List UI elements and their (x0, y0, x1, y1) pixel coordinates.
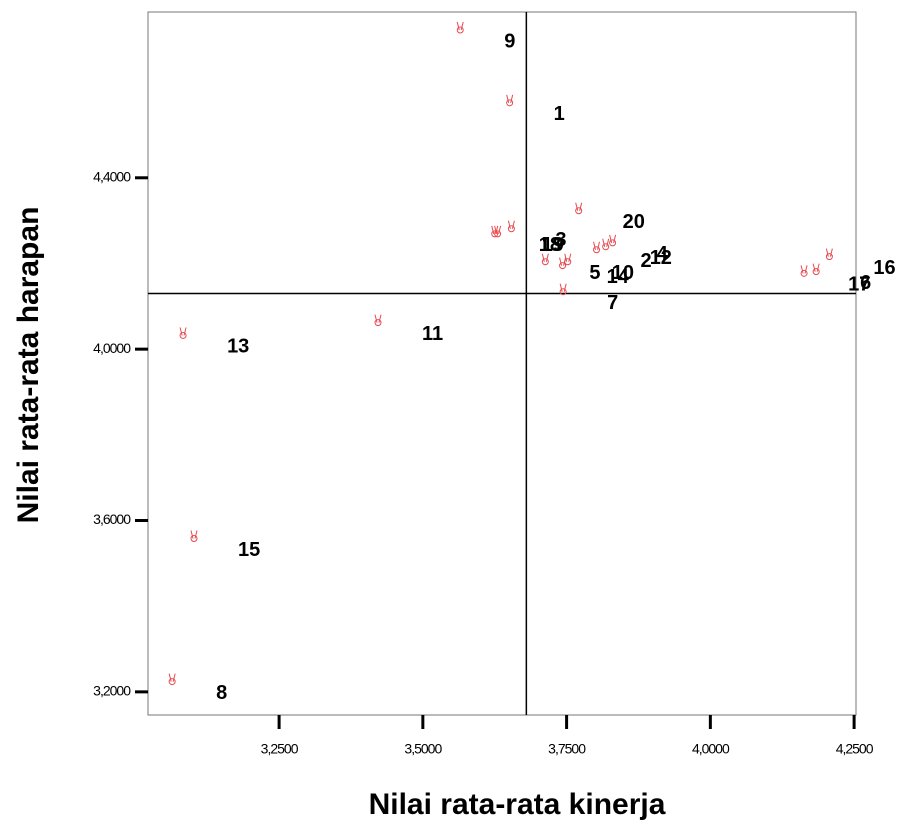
point (594, 242, 600, 253)
point-label: 5 (589, 262, 600, 284)
point (813, 264, 819, 275)
point-label: 9 (504, 30, 515, 52)
x-tick-label: 3,5000 (404, 741, 442, 757)
point-label: 17 (848, 274, 870, 296)
point-label: 11 (422, 323, 443, 345)
point-label: 19 (542, 234, 564, 256)
y-tick-label: 3,2000 (93, 683, 131, 699)
point (576, 203, 582, 214)
point-label: 15 (238, 539, 260, 561)
point (560, 258, 566, 269)
x-tick-label: 4,0000 (692, 741, 730, 757)
x-tick-label: 3,2500 (261, 741, 299, 757)
x-tick-label: 4,2500 (836, 741, 874, 757)
point (375, 315, 381, 326)
point (801, 265, 807, 276)
point (169, 674, 175, 685)
point (507, 95, 513, 106)
point (180, 327, 186, 338)
point-label: 1 (554, 103, 565, 125)
point (610, 235, 616, 246)
point (508, 221, 514, 232)
point-label: 20 (623, 211, 645, 233)
plot-frame (148, 12, 856, 715)
x-tick-label: 3,7500 (548, 741, 586, 757)
point (826, 249, 832, 260)
x-axis-title: Nilai rata-rata kinerja (369, 788, 666, 821)
point-label: 13 (227, 336, 249, 358)
chart: Nilai rata-rata kinerja Nilai rata-rata … (0, 0, 900, 830)
point-label: 16 (873, 257, 895, 279)
y-tick-label: 4,0000 (93, 340, 131, 356)
point-label: 8 (216, 682, 227, 704)
point (603, 239, 609, 250)
point (191, 531, 197, 542)
y-tick-label: 3,6000 (93, 511, 131, 527)
point (457, 22, 463, 33)
y-axis-title: Nilai rata-rata harapan (12, 207, 45, 524)
point-label: 12 (650, 247, 672, 269)
y-tick-label: 4,4000 (93, 168, 131, 184)
point-label: 7 (607, 292, 618, 314)
point-label: 14 (607, 266, 630, 288)
